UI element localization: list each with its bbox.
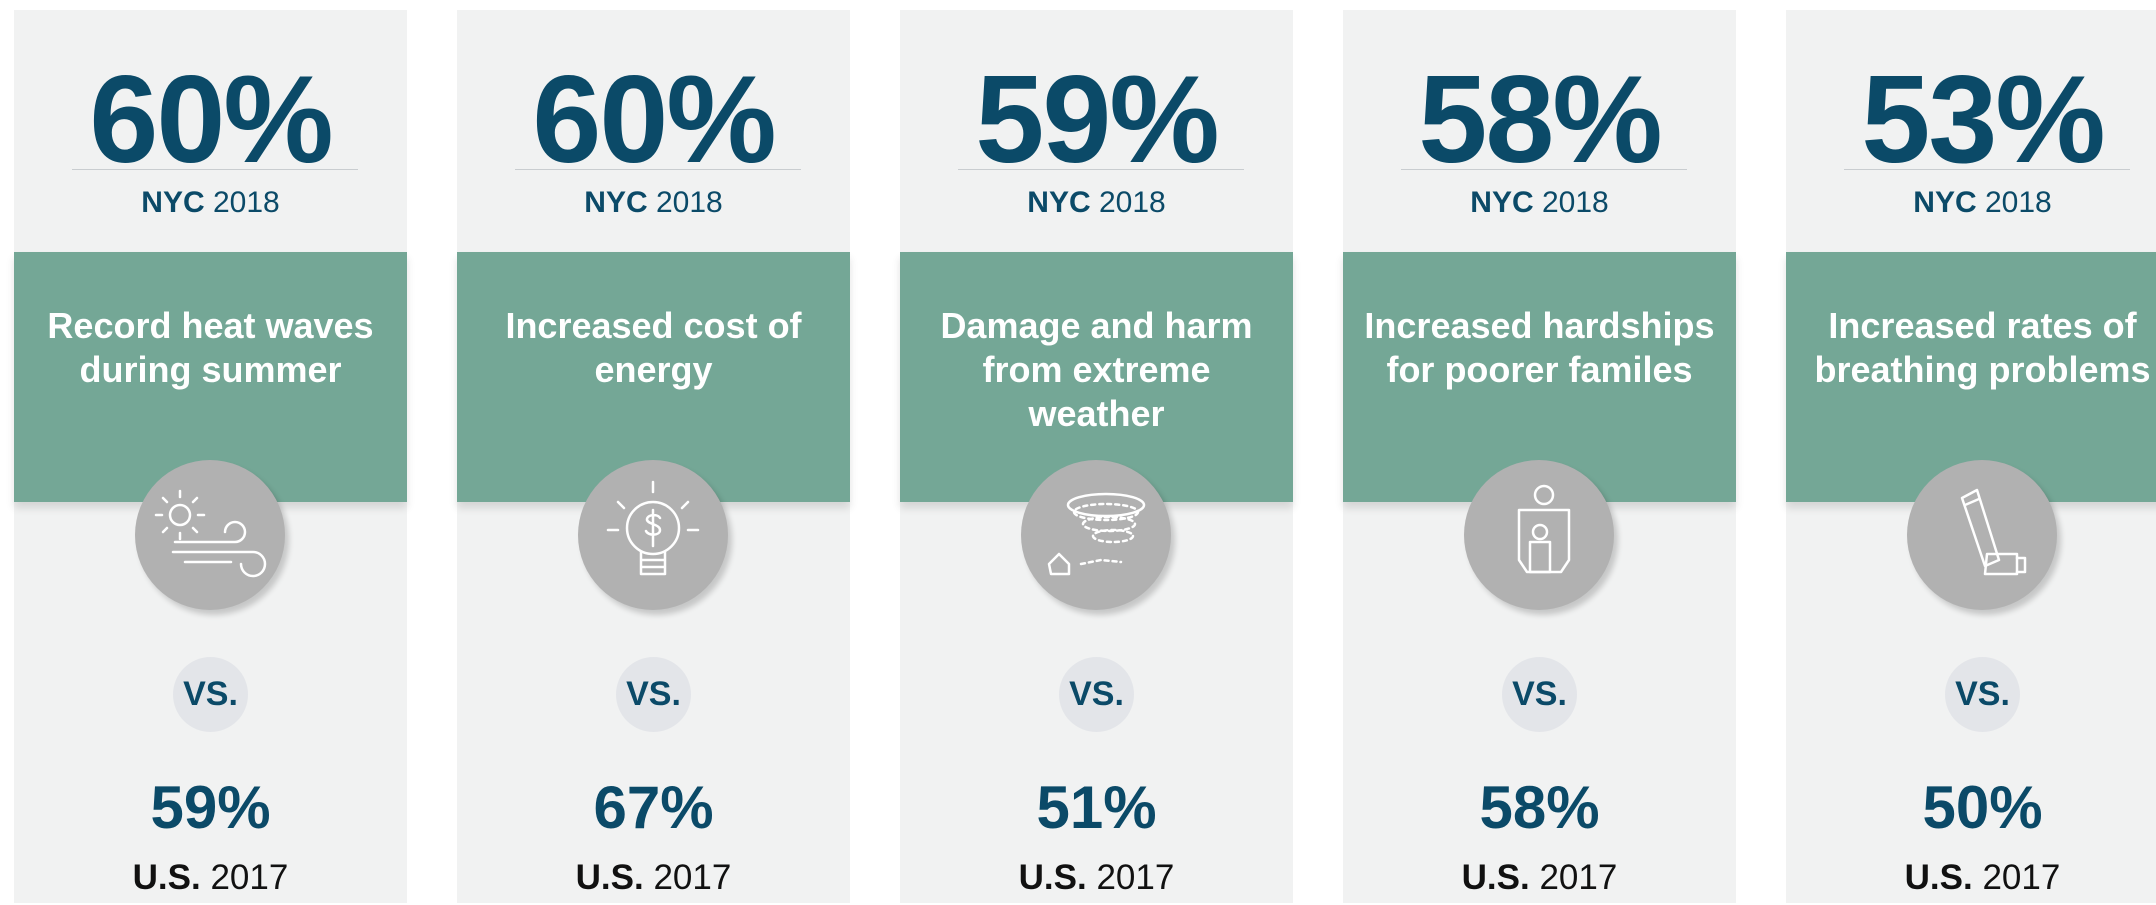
topic-icon (1464, 460, 1614, 610)
stat-card: 60% NYC 2018 Record heat waves during summe… (14, 10, 407, 903)
topic-title: Damage and harm from extreme weather (900, 304, 1293, 436)
topic-band: Increased cost of energy (457, 252, 850, 502)
nyc-caption: NYC 2018 (457, 186, 850, 220)
topic-title: Record heat waves during summer (14, 304, 407, 392)
topic-icon (135, 460, 285, 610)
us-percent: 58% (1479, 774, 1600, 841)
nyc-caption: NYC 2018 (1786, 186, 2156, 220)
us-caption: U.S. 2017 (1786, 858, 2156, 898)
topic-line: Increased hardships (1364, 305, 1715, 346)
nyc-year: 2018 (1098, 186, 1166, 219)
us-label: U.S. (132, 858, 201, 897)
vs-badge: VS. (616, 657, 691, 732)
nyc-label: NYC (141, 186, 205, 219)
nyc-year: 2018 (1541, 186, 1609, 219)
us-year: 2017 (210, 858, 289, 897)
topic-line: breathing problems (1814, 349, 2151, 390)
stat-card: 58% NYC 2018 Increased hardships for poorer… (1343, 10, 1736, 903)
topic-line: Damage and harm (940, 305, 1253, 346)
nyc-label: NYC (1027, 186, 1091, 219)
us-percent: 67% (593, 774, 714, 841)
nyc-caption: NYC 2018 (14, 186, 407, 220)
vs-badge: VS. (1502, 657, 1577, 732)
nyc-percent: 60% (532, 51, 776, 189)
nyc-percent: 58% (1418, 51, 1662, 189)
us-caption: U.S. 2017 (14, 858, 407, 898)
us-label: U.S. (1018, 858, 1087, 897)
topic-title: Increased cost of energy (457, 304, 850, 392)
divider (958, 169, 1244, 170)
nyc-caption: NYC 2018 (900, 186, 1293, 220)
icon-graphic (154, 489, 267, 578)
topic-line: Record heat waves (47, 305, 374, 346)
nyc-percent: 60% (89, 51, 333, 189)
topic-line: from extreme (982, 349, 1211, 390)
icon-graphic (1517, 484, 1571, 574)
nyc-label: NYC (584, 186, 648, 219)
us-year: 2017 (653, 858, 732, 897)
icon-graphic (1960, 488, 2027, 576)
vs-badge: VS. (1059, 657, 1134, 732)
nyc-percent: 53% (1861, 51, 2105, 189)
topic-line: energy (594, 349, 713, 390)
topic-line: weather (1028, 393, 1165, 434)
nyc-label: NYC (1913, 186, 1977, 219)
nyc-percent: 59% (975, 51, 1219, 189)
us-label: U.S. (1904, 858, 1973, 897)
stat-card: 53% NYC 2018 Increased rates of breathing p… (1786, 10, 2156, 903)
icon-graphic (606, 480, 700, 576)
divider (515, 169, 801, 170)
us-caption: U.S. 2017 (900, 858, 1293, 898)
topic-title: Increased hardships for poorer familes (1343, 304, 1736, 392)
us-caption: U.S. 2017 (457, 858, 850, 898)
vs-badge: VS. (173, 657, 248, 732)
nyc-label: NYC (1470, 186, 1534, 219)
vs-badge: VS. (1945, 657, 2020, 732)
us-label: U.S. (575, 858, 644, 897)
topic-line: during summer (79, 349, 342, 390)
us-caption: U.S. 2017 (1343, 858, 1736, 898)
divider (1401, 169, 1687, 170)
topic-icon (578, 460, 728, 610)
us-year: 2017 (1539, 858, 1618, 897)
topic-line: Increased cost of (505, 305, 802, 346)
us-percent: 50% (1922, 774, 2043, 841)
topic-line: Increased rates of (1828, 305, 2137, 346)
divider (1844, 169, 2130, 170)
topic-title: Increased rates of breathing problems (1786, 304, 2156, 392)
topic-line: for poorer familes (1386, 349, 1693, 390)
topic-icon (1907, 460, 2057, 610)
icon-graphic (1047, 492, 1146, 576)
us-percent: 59% (150, 774, 271, 841)
topic-icon (1021, 460, 1171, 610)
stat-card: 59% NYC 2018 Damage and harm from extreme we… (900, 10, 1293, 903)
us-label: U.S. (1461, 858, 1530, 897)
us-year: 2017 (1982, 858, 2061, 897)
nyc-year: 2018 (1984, 186, 2052, 219)
stat-card: 60% NYC 2018 Increased cost of energy VS. 67%… (457, 10, 850, 903)
us-percent: 51% (1036, 774, 1157, 841)
nyc-year: 2018 (655, 186, 723, 219)
nyc-caption: NYC 2018 (1343, 186, 1736, 220)
us-year: 2017 (1096, 858, 1175, 897)
nyc-year: 2018 (212, 186, 280, 219)
divider (72, 169, 358, 170)
